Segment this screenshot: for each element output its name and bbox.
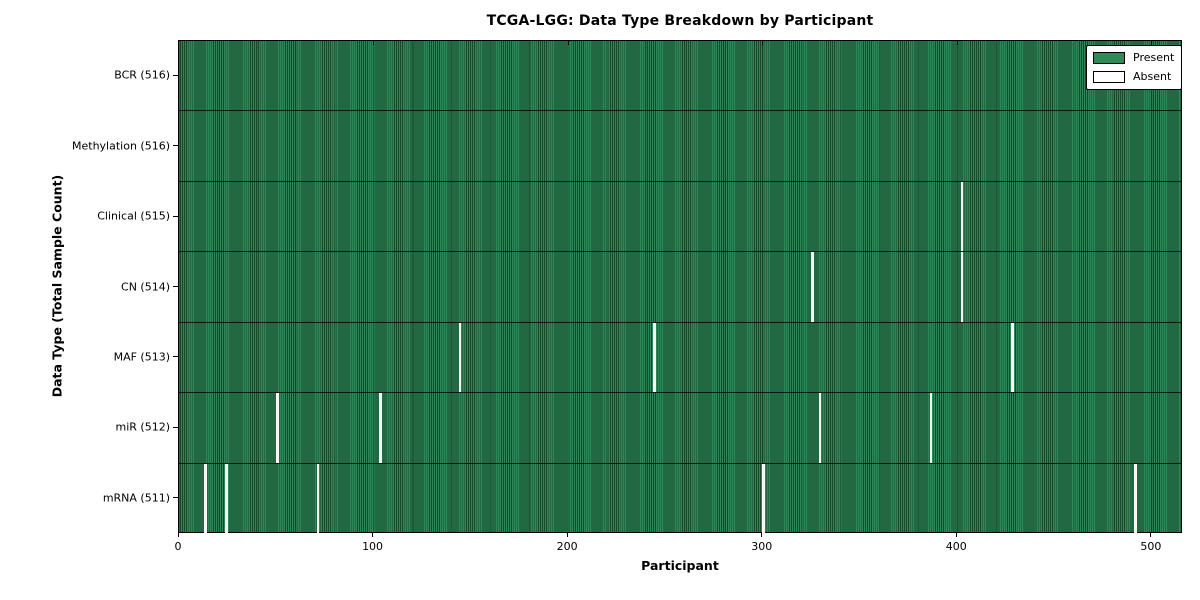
present-swatch-icon	[1093, 51, 1125, 64]
x-tick-mark	[1150, 533, 1152, 537]
y-tick-label: BCR (516)	[114, 68, 170, 82]
legend: Present Absent	[1086, 45, 1182, 90]
data-row	[179, 41, 1181, 112]
absent-marker	[960, 252, 964, 322]
x-tick-mark-top	[956, 41, 958, 45]
x-tick-label: 300	[751, 540, 773, 553]
absent-marker	[811, 252, 814, 322]
y-tick-mark	[173, 74, 178, 76]
absent-marker	[379, 393, 382, 463]
x-tick-label: 100	[362, 540, 384, 553]
x-tick-mark-top	[1151, 41, 1153, 45]
x-tick-mark	[761, 533, 763, 537]
absent-marker	[316, 463, 320, 534]
data-row	[179, 181, 1181, 253]
plot-area	[178, 40, 1182, 534]
legend-label-present: Present	[1133, 51, 1175, 64]
x-tick-label: 500	[1140, 540, 1162, 553]
data-row	[179, 463, 1181, 534]
y-tick-mark	[173, 426, 178, 428]
absent-marker	[1011, 322, 1015, 393]
y-tick-mark	[173, 497, 178, 499]
absent-marker	[960, 181, 964, 252]
data-row	[179, 252, 1181, 323]
data-row	[179, 393, 1181, 464]
absent-marker	[653, 322, 657, 393]
y-tick-label: MAF (513)	[113, 350, 170, 364]
x-tick-mark	[177, 533, 179, 537]
legend-label-absent: Absent	[1133, 70, 1172, 83]
absent-marker	[929, 393, 933, 463]
absent-marker	[458, 322, 462, 393]
x-tick-mark-top	[567, 41, 569, 45]
y-tick-mark	[173, 356, 178, 358]
x-tick-label: 200	[556, 540, 578, 553]
x-tick-mark	[566, 533, 568, 537]
absent-marker	[203, 463, 207, 534]
x-tick-label: 400	[945, 540, 967, 553]
y-tick-mark	[173, 215, 178, 217]
y-tick-label: miR (512)	[115, 420, 171, 434]
y-tick-label: mRNA (511)	[102, 491, 170, 505]
x-tick-label: 0	[174, 540, 182, 553]
legend-entry-present: Present	[1093, 51, 1174, 64]
absent-marker	[275, 393, 279, 463]
data-row	[179, 111, 1181, 182]
y-tick-mark	[173, 286, 178, 287]
data-row	[179, 322, 1181, 394]
y-tick-mark	[173, 145, 178, 147]
y-axis-title: Data Type (Total Sample Count)	[49, 174, 65, 398]
x-tick-mark	[372, 533, 374, 537]
x-tick-mark-top	[762, 41, 764, 45]
absent-marker	[1134, 463, 1137, 534]
y-tick-label: Methylation (516)	[72, 139, 170, 153]
y-tick-label: Clinical (515)	[97, 209, 170, 223]
absent-marker	[762, 463, 765, 534]
y-tick-label: CN (514)	[121, 280, 170, 293]
absent-marker	[818, 393, 822, 463]
legend-entry-absent: Absent	[1093, 70, 1174, 83]
x-axis-title: Participant	[641, 558, 719, 573]
absent-marker	[225, 463, 228, 534]
x-tick-mark	[955, 533, 957, 537]
chart-title: TCGA-LGG: Data Type Breakdown by Partici…	[486, 13, 874, 29]
absent-swatch-icon	[1093, 70, 1125, 83]
x-tick-mark-top	[373, 41, 375, 45]
